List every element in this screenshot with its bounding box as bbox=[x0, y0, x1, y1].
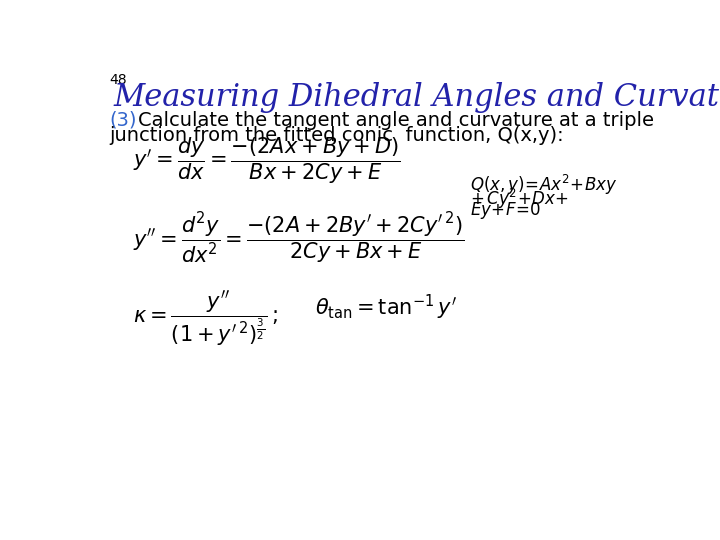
Text: $Q(x,y)\!=\!Ax^2\!+\!Bxy$: $Q(x,y)\!=\!Ax^2\!+\!Bxy$ bbox=[469, 173, 617, 197]
Text: $\theta_{\mathrm{tan}} = \tan^{-1} y'$: $\theta_{\mathrm{tan}} = \tan^{-1} y'$ bbox=[315, 293, 456, 322]
Text: $Ey\!+\!F\!=\!0$: $Ey\!+\!F\!=\!0$ bbox=[469, 200, 541, 221]
Text: $\kappa = \dfrac{y''}{(1 + y'^{\,2})^{\frac{3}{2}}}\,;$: $\kappa = \dfrac{y''}{(1 + y'^{\,2})^{\f… bbox=[132, 289, 278, 349]
Text: $+\, Cy^2\!+\! Dx\!+$: $+\, Cy^2\!+\! Dx\!+$ bbox=[469, 186, 569, 211]
Text: (3): (3) bbox=[109, 111, 137, 130]
Text: junction from the fitted conic  function, Q(x,y):: junction from the fitted conic function,… bbox=[109, 126, 564, 145]
Text: Calculate the tangent angle and curvature at a triple: Calculate the tangent angle and curvatur… bbox=[138, 111, 654, 130]
Text: 48: 48 bbox=[109, 72, 127, 86]
Text: Measuring Dihedral Angles and Curvatures: Measuring Dihedral Angles and Curvatures bbox=[113, 82, 720, 113]
Text: $y'' = \dfrac{d^2y}{dx^2} = \dfrac{-(2A + 2By' + 2Cy'^{\,2})}{2Cy + Bx + E}$: $y'' = \dfrac{d^2y}{dx^2} = \dfrac{-(2A … bbox=[132, 210, 464, 266]
Text: $y' = \dfrac{dy}{dx} = \dfrac{-(2Ax + By + D)}{Bx + 2Cy + E}$: $y' = \dfrac{dy}{dx} = \dfrac{-(2Ax + By… bbox=[132, 136, 400, 186]
